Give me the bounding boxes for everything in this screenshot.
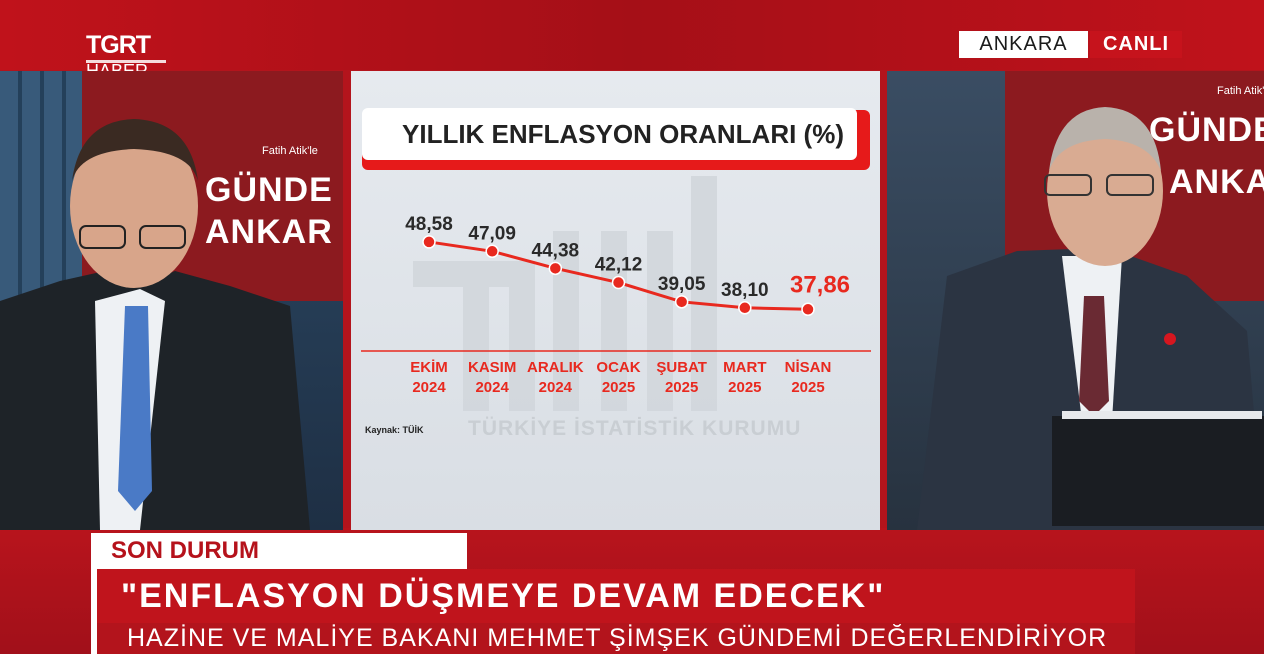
studio-screen-right-line1: GÜNDE xyxy=(1149,111,1264,149)
studio-screen-text-line2: ANKAR xyxy=(205,213,333,251)
data-label: 42,12 xyxy=(595,255,643,276)
chart-series xyxy=(422,235,815,317)
category-tick-label: 2024 xyxy=(412,379,446,396)
data-label: 44,38 xyxy=(532,240,580,261)
inflation-line-chart: 48,58 47,09 44,38 42,12 39,05 38,10 37,86 EKİM… xyxy=(361,176,871,411)
category-tick-label: 2024 xyxy=(539,379,573,396)
data-label: 37,86 xyxy=(790,271,850,298)
category-tick-label: OCAK xyxy=(596,359,640,376)
category-tick-label: MART xyxy=(723,359,766,376)
data-point xyxy=(485,244,499,259)
category-tick-label: 2025 xyxy=(791,379,824,396)
host-name-label: Fatih Atik'le xyxy=(262,145,318,157)
studio-screen-right-line2: ANKA xyxy=(1169,163,1264,201)
right-video-pane: Fatih Atik'le GÜNDE ANKA xyxy=(887,71,1264,530)
chart-category-labels: EKİM 2024 KASIM 2024 ARALIK 2024 OCAK 2025 ŞUBAT… xyxy=(410,359,831,396)
chart-agency-watermark: TÜRKİYE İSTATİSTİK KURUMU xyxy=(468,417,802,440)
subheadline: HAZİNE VE MALİYE BAKANI MEHMET ŞİMŞEK GÜ… xyxy=(91,623,1135,654)
data-label: 48,58 xyxy=(405,214,453,235)
data-point xyxy=(611,275,626,290)
data-point xyxy=(801,302,815,317)
category-tick-label: EKİM xyxy=(410,359,448,376)
data-point xyxy=(422,235,436,249)
chart-watermark xyxy=(413,176,717,411)
data-label: 47,09 xyxy=(468,223,516,244)
data-point xyxy=(674,295,689,309)
category-tick-label: 2025 xyxy=(665,379,698,396)
category-tick-label: NİSAN xyxy=(785,359,832,376)
data-point xyxy=(548,261,563,276)
guest-figure xyxy=(917,107,1264,530)
logo-underline xyxy=(86,60,166,63)
location-badge: ANKARA CANLI xyxy=(959,31,1182,58)
chart-title: YILLIK ENFLASYON ORANLARI (%) xyxy=(362,108,857,160)
studio-screen-text-line1: GÜNDE xyxy=(205,171,333,209)
category-tick-label: KASIM xyxy=(468,359,516,376)
presenter-figure xyxy=(0,119,310,530)
category-tick-label: ARALIK xyxy=(527,359,584,376)
data-label: 39,05 xyxy=(658,274,706,295)
breaking-news-tag: SON DURUM xyxy=(91,533,467,569)
live-badge: CANLI xyxy=(1090,31,1182,58)
category-tick-label: 2025 xyxy=(602,379,635,396)
chart-value-labels: 48,58 47,09 44,38 42,12 39,05 38,10 37,86 xyxy=(405,214,850,301)
chart-source: Kaynak: TÜİK xyxy=(365,425,424,435)
left-video-pane: Fatih Atik'le GÜNDE ANKAR xyxy=(0,71,343,530)
headline: "ENFLASYON DÜŞMEYE DEVAM EDECEK" xyxy=(91,569,1135,623)
studio-window-grid xyxy=(0,71,82,301)
host-name-label-right: Fatih Atik'le xyxy=(1217,85,1264,97)
logo-main-text: TGRT xyxy=(86,31,151,59)
location-city: ANKARA xyxy=(959,31,1088,58)
category-tick-label: 2024 xyxy=(475,379,509,396)
data-point xyxy=(738,301,752,315)
category-tick-label: 2025 xyxy=(728,379,761,396)
data-label: 38,10 xyxy=(721,280,769,301)
category-tick-label: ŞUBAT xyxy=(656,359,707,376)
